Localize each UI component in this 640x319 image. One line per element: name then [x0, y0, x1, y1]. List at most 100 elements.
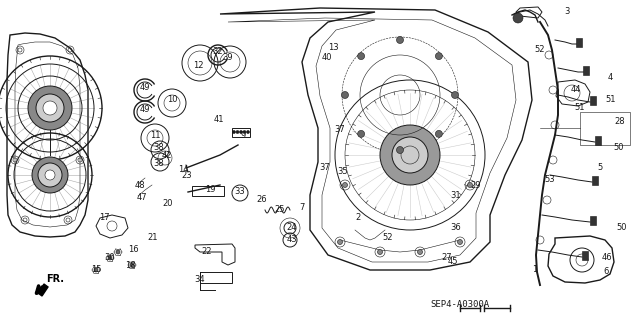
Circle shape	[243, 130, 246, 133]
Text: 25: 25	[275, 205, 285, 214]
Circle shape	[43, 101, 57, 115]
Bar	[582, 251, 588, 260]
Bar	[595, 136, 601, 145]
Circle shape	[380, 125, 440, 185]
Text: 44: 44	[571, 85, 581, 94]
Text: 28: 28	[614, 117, 625, 127]
Circle shape	[108, 256, 112, 260]
Text: 12: 12	[193, 61, 204, 70]
Text: 6: 6	[604, 268, 609, 277]
Circle shape	[358, 130, 365, 137]
Circle shape	[342, 92, 349, 99]
Text: 41: 41	[214, 115, 224, 124]
Text: 37: 37	[335, 125, 346, 135]
Circle shape	[38, 163, 62, 187]
Text: SEP4-A0300A: SEP4-A0300A	[430, 300, 489, 309]
Text: 11: 11	[150, 130, 160, 139]
Text: 51: 51	[575, 103, 585, 113]
Text: 29: 29	[471, 181, 481, 189]
Bar	[590, 96, 596, 105]
Circle shape	[397, 146, 403, 153]
Text: 18: 18	[125, 261, 135, 270]
Circle shape	[397, 36, 403, 43]
Text: 4: 4	[607, 73, 612, 83]
Text: 30: 30	[105, 254, 115, 263]
Text: 21: 21	[148, 233, 158, 241]
Circle shape	[36, 94, 64, 122]
Text: 52: 52	[535, 46, 545, 55]
Text: 52: 52	[383, 234, 393, 242]
Text: 20: 20	[163, 199, 173, 209]
Text: 17: 17	[99, 213, 109, 222]
Text: 32: 32	[212, 48, 223, 56]
Circle shape	[435, 53, 442, 60]
Circle shape	[467, 182, 472, 188]
Text: 47: 47	[137, 194, 147, 203]
Bar	[590, 216, 596, 225]
Text: 31: 31	[451, 190, 461, 199]
Text: 50: 50	[614, 144, 624, 152]
Text: 14: 14	[178, 166, 188, 174]
Bar	[232, 128, 250, 137]
Text: FR.: FR.	[46, 274, 64, 284]
Text: 50: 50	[617, 224, 627, 233]
Circle shape	[358, 53, 365, 60]
Text: 5: 5	[597, 164, 603, 173]
Text: 24: 24	[287, 224, 297, 233]
Text: 40: 40	[322, 54, 332, 63]
Text: 48: 48	[134, 181, 145, 189]
Text: 45: 45	[448, 257, 458, 266]
Text: 34: 34	[195, 276, 205, 285]
Circle shape	[232, 130, 236, 133]
Text: 23: 23	[182, 170, 192, 180]
Circle shape	[378, 249, 383, 255]
Text: 15: 15	[91, 265, 101, 275]
Text: 43: 43	[287, 235, 298, 244]
Text: 38: 38	[154, 144, 164, 152]
Circle shape	[435, 130, 442, 137]
Circle shape	[116, 250, 120, 254]
Circle shape	[28, 86, 72, 130]
Text: 13: 13	[328, 43, 339, 53]
Text: 19: 19	[205, 186, 215, 195]
Text: 9: 9	[241, 130, 246, 139]
Text: 26: 26	[257, 196, 268, 204]
Circle shape	[246, 130, 250, 133]
Circle shape	[513, 13, 523, 23]
Circle shape	[392, 137, 428, 173]
Text: 35: 35	[338, 167, 348, 176]
Circle shape	[337, 240, 342, 244]
Text: 1: 1	[532, 265, 538, 275]
Bar	[592, 176, 598, 185]
Circle shape	[45, 170, 55, 180]
Circle shape	[239, 130, 243, 133]
Circle shape	[342, 182, 348, 188]
Bar	[576, 38, 582, 47]
Text: 37: 37	[319, 164, 330, 173]
Text: 3: 3	[564, 8, 570, 17]
Circle shape	[417, 249, 422, 255]
Bar	[583, 66, 589, 75]
Text: 27: 27	[442, 254, 452, 263]
Text: 51: 51	[605, 95, 616, 105]
Text: 49: 49	[140, 106, 150, 115]
Text: 39: 39	[223, 54, 234, 63]
Circle shape	[32, 157, 68, 193]
Text: 42: 42	[162, 151, 172, 160]
Circle shape	[94, 268, 98, 272]
Bar	[192, 186, 224, 196]
Text: 10: 10	[167, 95, 177, 105]
Circle shape	[458, 240, 463, 244]
Text: 36: 36	[451, 224, 461, 233]
Text: 46: 46	[602, 254, 612, 263]
Circle shape	[236, 130, 239, 133]
Circle shape	[130, 263, 134, 267]
Text: 38: 38	[154, 159, 164, 167]
Text: 7: 7	[300, 203, 305, 211]
Text: 16: 16	[128, 246, 138, 255]
Circle shape	[451, 92, 458, 99]
Text: 33: 33	[235, 188, 245, 197]
Text: 22: 22	[202, 248, 212, 256]
Text: 2: 2	[355, 213, 360, 222]
Text: 53: 53	[545, 175, 556, 184]
